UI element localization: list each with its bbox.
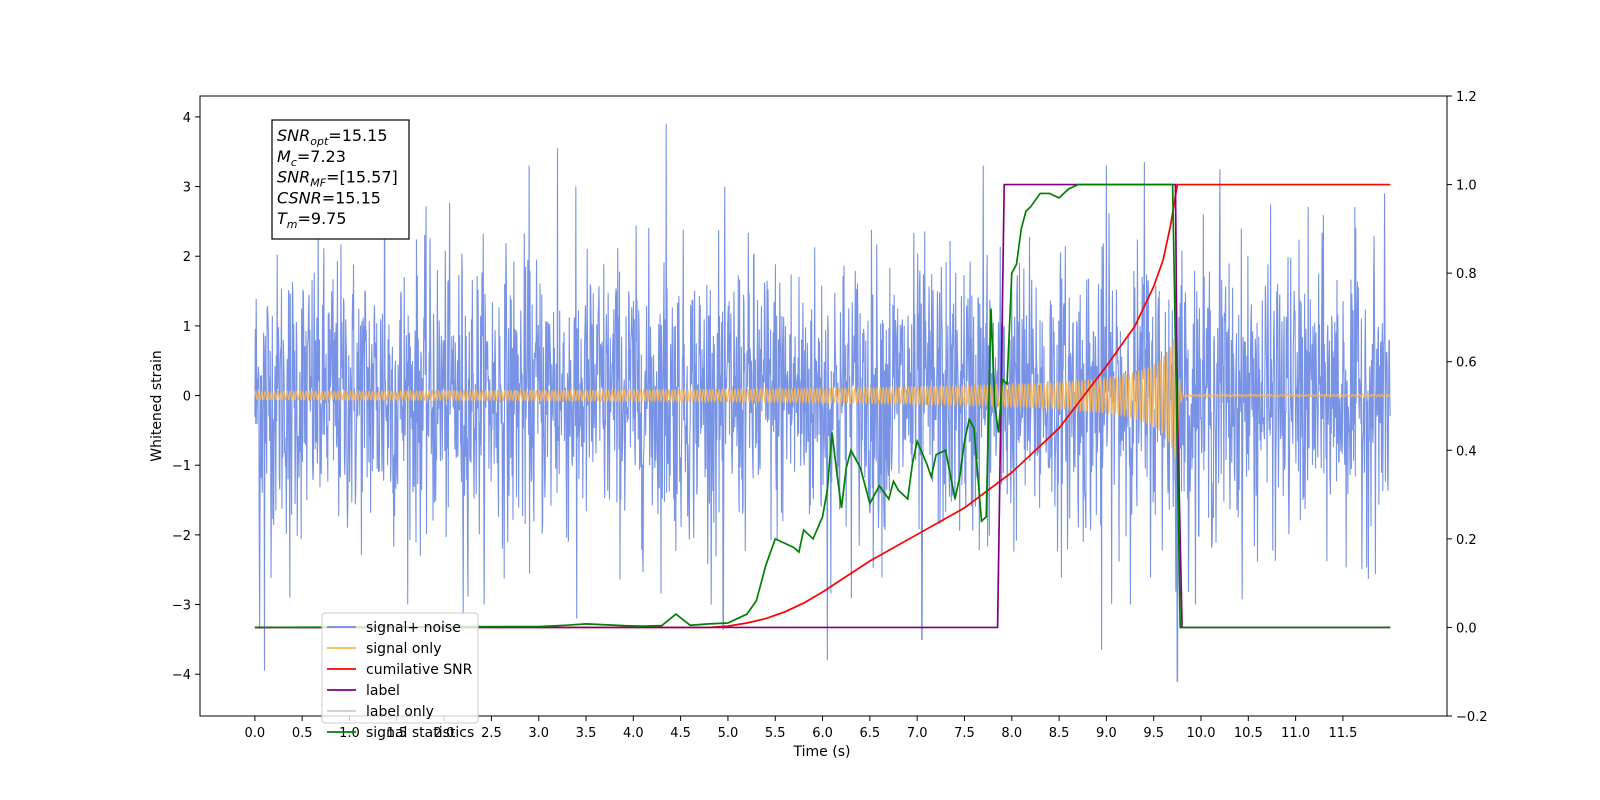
series-line-signal-statistics [254, 183, 1391, 629]
y-left-tick-label: 3 [183, 181, 191, 196]
legend-label-label-only: label only [366, 704, 434, 720]
x-tick-label: 5.0 [718, 726, 739, 741]
x-tick-label: 4.0 [623, 726, 644, 741]
info-subscript: m [287, 218, 298, 231]
info-symbol: SNR [277, 168, 310, 187]
plot-frame [199, 95, 1448, 717]
x-tick-label: 6.5 [860, 726, 881, 741]
y-axis-left: −4 −3 −2 −1 0 1 2 3 4 [172, 111, 200, 683]
y-right-tick-label: −0.2 [1456, 710, 1488, 725]
legend-label-signal-statistics: signal statistics [366, 725, 474, 741]
x-tick-label: 2.5 [481, 726, 502, 741]
x-tick-label: 2.0 [434, 726, 455, 741]
info-value: =[15.57] [326, 168, 398, 187]
y-right-tick-label: 1.0 [1456, 179, 1477, 194]
y-left-tick-label: −1 [172, 459, 191, 474]
x-tick-label: 4.5 [670, 726, 691, 741]
legend-label-signal-only: signal only [366, 641, 441, 657]
x-tick-label: 9.5 [1143, 726, 1164, 741]
x-tick-label: 8.0 [1001, 726, 1022, 741]
x-tick-label: 3.5 [576, 726, 597, 741]
y-left-tick-label: −2 [172, 529, 191, 544]
y-right-tick-label: 0.8 [1456, 267, 1477, 282]
x-tick-label: 6.0 [812, 726, 833, 741]
info-symbol: SNR [277, 126, 310, 145]
y-left-tick-label: −3 [172, 599, 191, 614]
x-axis: 0.0 0.5 1.0 1.5 2.0 2.5 3.0 3.5 4.0 4.5 5.0 5.5 6.0 6… [245, 716, 1357, 741]
y-left-tick-label: 2 [183, 250, 191, 265]
x-axis-label: Time (s) [793, 744, 851, 760]
info-symbol: T [277, 209, 288, 228]
legend-label-label: label [366, 683, 400, 699]
info-line: SNRMF=[15.57] [277, 168, 398, 190]
info-subscript: MF [310, 177, 326, 190]
x-tick-label: 10.5 [1234, 726, 1263, 741]
info-value: =15.15 [322, 188, 381, 207]
x-tick-label: 11.5 [1328, 726, 1357, 741]
y-axis-right: −0.2 0.0 0.2 0.4 0.6 0.8 1.0 1.2 [1447, 90, 1488, 725]
y-axis-label-left: Whitened strain [149, 350, 165, 461]
info-line: Tm=9.75 [277, 209, 347, 231]
y-left-tick-label: 4 [183, 111, 191, 126]
info-symbol: M [277, 147, 291, 166]
x-tick-label: 1.0 [339, 726, 360, 741]
y-right-tick-label: 0.4 [1456, 444, 1477, 459]
x-tick-label: 5.5 [765, 726, 786, 741]
y-right-tick-label: 0.6 [1456, 356, 1477, 371]
x-tick-label: 10.0 [1187, 726, 1216, 741]
info-line: SNRopt=15.15 [277, 126, 388, 148]
y-right-tick-label: 0.2 [1456, 533, 1477, 548]
legend-label-cumilative-snr: cumilative SNR [366, 662, 473, 678]
info-subscript: c [291, 156, 297, 169]
plot-series-group [254, 123, 1391, 682]
info-box: SNRopt=15.15Mc=7.23SNRMF=[15.57]CSNR=15.… [271, 119, 410, 240]
x-tick-label: 11.0 [1281, 726, 1310, 741]
y-left-tick-label: 1 [183, 320, 191, 335]
x-tick-label: 9.0 [1096, 726, 1117, 741]
info-symbol: CSNR [277, 188, 322, 207]
info-subscript: opt [310, 135, 329, 148]
info-line: Mc=7.23 [277, 147, 346, 169]
y-right-tick-label: 0.0 [1456, 621, 1477, 636]
info-box-frame [271, 119, 410, 240]
y-right-tick-label: 1.2 [1456, 90, 1477, 105]
x-tick-label: 8.5 [1049, 726, 1070, 741]
x-tick-label: 0.0 [245, 726, 266, 741]
legend-label-signal-noise: signal+ noise [366, 620, 461, 636]
x-tick-label: 1.5 [386, 726, 407, 741]
info-value: =9.75 [298, 209, 347, 228]
series-line-cumilative-snr [254, 183, 1391, 629]
y-left-tick-label: 0 [183, 390, 191, 405]
legend-frame [321, 612, 479, 724]
legend: signal+ noise signal only cumilative SNR la… [321, 612, 479, 741]
x-tick-label: 0.5 [292, 726, 313, 741]
series-line-signal-noise [254, 123, 1391, 682]
series-line-signal-only [254, 326, 1391, 458]
info-line: CSNR=15.15 [277, 188, 381, 207]
x-tick-label: 7.5 [954, 726, 975, 741]
y-left-tick-label: −4 [172, 668, 191, 683]
x-tick-label: 7.0 [907, 726, 928, 741]
info-value: =7.23 [297, 147, 346, 166]
info-value: =15.15 [328, 126, 387, 145]
x-tick-label: 3.0 [528, 726, 549, 741]
